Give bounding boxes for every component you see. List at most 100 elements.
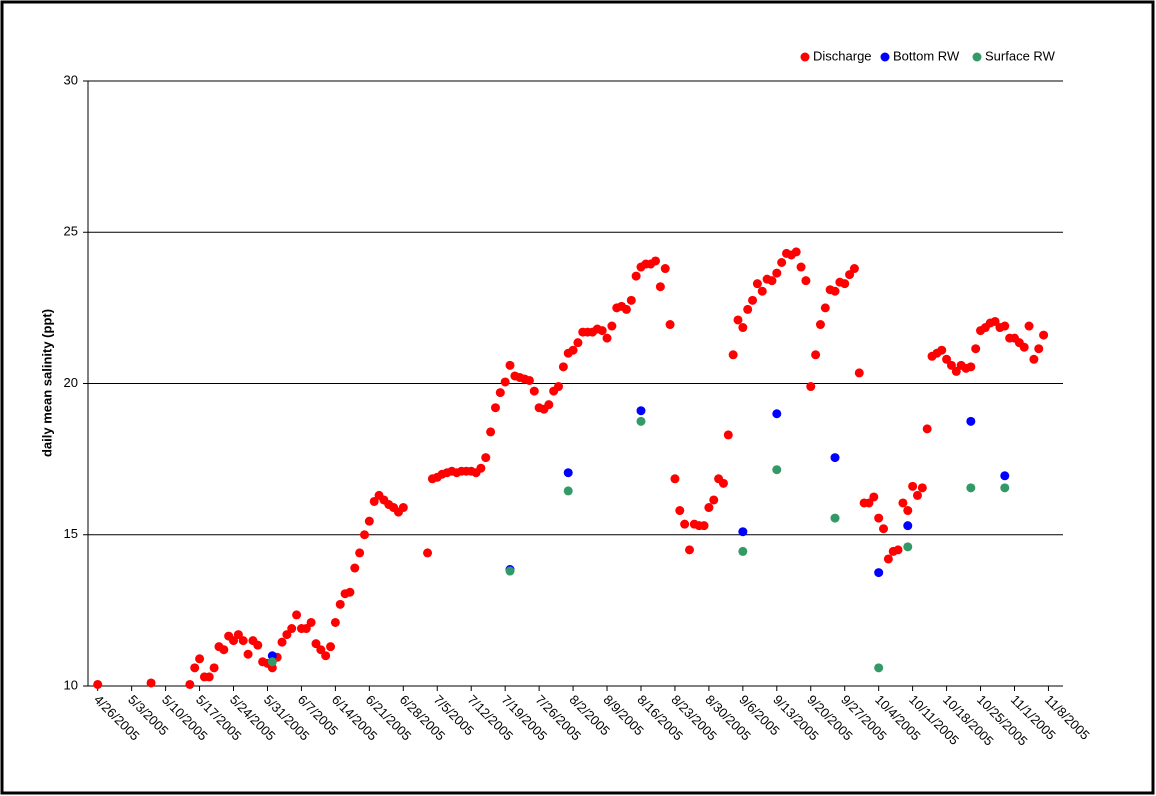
data-point xyxy=(486,427,496,437)
data-point xyxy=(990,316,1000,326)
legend-label: Discharge xyxy=(813,48,872,63)
data-point xyxy=(195,654,205,664)
data-point xyxy=(219,645,229,655)
data-point xyxy=(1000,471,1010,481)
data-point xyxy=(146,678,156,688)
data-point xyxy=(229,636,239,646)
data-point xyxy=(326,642,336,652)
data-point xyxy=(869,492,879,502)
data-point xyxy=(287,624,297,634)
data-point xyxy=(350,563,360,573)
legend-label: Surface RW xyxy=(985,48,1056,63)
data-point xyxy=(292,610,302,620)
data-point xyxy=(767,276,777,286)
data-point xyxy=(738,323,748,333)
data-point xyxy=(801,276,811,286)
data-point xyxy=(568,345,578,355)
data-point xyxy=(752,279,762,289)
data-point xyxy=(359,530,369,540)
data-point xyxy=(874,513,884,523)
y-tick-label: 20 xyxy=(64,375,78,390)
y-axis-label: daily mean salinity (ppt) xyxy=(39,309,54,457)
legend-label: Bottom RW xyxy=(893,48,960,63)
data-point xyxy=(942,354,952,364)
data-point xyxy=(728,350,738,360)
data-point xyxy=(738,546,748,556)
data-point xyxy=(476,463,486,473)
data-point xyxy=(840,279,850,289)
data-point xyxy=(190,663,200,673)
data-point xyxy=(966,362,976,372)
data-point xyxy=(524,375,534,385)
data-point xyxy=(733,315,743,325)
data-point xyxy=(621,304,631,314)
data-point xyxy=(204,672,214,682)
data-point xyxy=(631,271,641,281)
data-point xyxy=(355,548,365,558)
data-point xyxy=(311,639,321,649)
data-point xyxy=(743,304,753,314)
data-point xyxy=(748,295,758,305)
data-point xyxy=(563,486,573,496)
data-point xyxy=(738,527,748,537)
data-point xyxy=(951,366,961,376)
data-point xyxy=(966,483,976,493)
data-point xyxy=(937,345,947,355)
data-point xyxy=(93,679,103,689)
data-point xyxy=(335,599,345,609)
data-point xyxy=(883,554,893,564)
data-point xyxy=(665,320,675,330)
data-point xyxy=(845,270,855,280)
data-point xyxy=(1039,330,1049,340)
data-point xyxy=(505,360,515,370)
data-point xyxy=(626,295,636,305)
data-point xyxy=(233,630,243,640)
data-point xyxy=(306,617,316,627)
data-point xyxy=(806,382,816,392)
data-point xyxy=(675,506,685,516)
data-point xyxy=(301,624,311,634)
data-point xyxy=(966,416,976,426)
data-point xyxy=(321,651,331,661)
data-point xyxy=(699,521,709,531)
data-point xyxy=(602,333,612,343)
data-point xyxy=(680,519,690,529)
data-point xyxy=(655,282,665,292)
data-point xyxy=(704,503,714,513)
data-point xyxy=(607,321,617,331)
data-point xyxy=(1000,321,1010,331)
y-tick-label: 15 xyxy=(64,526,78,541)
data-point xyxy=(898,498,908,508)
data-point xyxy=(922,424,932,434)
legend-marker xyxy=(800,52,810,62)
data-point xyxy=(423,548,433,558)
data-point xyxy=(903,542,913,552)
data-point xyxy=(636,416,646,426)
data-point xyxy=(796,262,806,272)
data-point xyxy=(670,474,680,484)
data-point xyxy=(830,286,840,296)
data-point xyxy=(874,568,884,578)
data-point xyxy=(893,545,903,555)
data-point xyxy=(903,506,913,516)
data-point xyxy=(917,483,927,493)
data-point xyxy=(854,368,864,378)
data-point xyxy=(908,481,918,491)
data-point xyxy=(903,521,913,531)
data-point xyxy=(811,350,821,360)
data-point xyxy=(757,286,767,296)
data-point xyxy=(772,409,782,419)
data-point xyxy=(345,587,355,597)
data-point xyxy=(879,524,889,534)
data-point xyxy=(481,453,491,463)
data-point xyxy=(709,495,719,505)
data-point xyxy=(1029,354,1039,364)
data-point xyxy=(718,478,728,488)
data-point xyxy=(651,256,661,266)
data-point xyxy=(597,326,607,336)
data-point xyxy=(558,362,568,372)
data-point xyxy=(1024,321,1034,331)
data-point xyxy=(554,382,564,392)
data-point xyxy=(772,465,782,475)
data-point xyxy=(820,303,830,313)
